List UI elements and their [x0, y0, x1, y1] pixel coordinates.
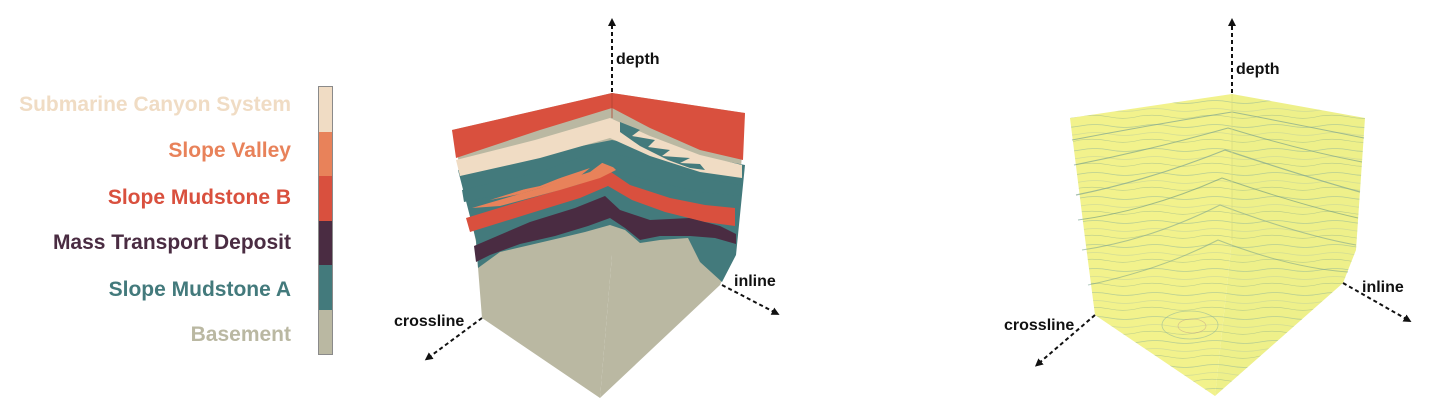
left-crossline-label: crossline	[394, 313, 464, 330]
seismic-swirl-inner	[1177, 318, 1207, 334]
layer-slope-valley	[472, 160, 616, 208]
right-crossline-label: crossline	[1004, 317, 1074, 334]
reflector-5	[1081, 204, 1357, 251]
right-crossline-arrow	[1034, 314, 1096, 367]
layer-slope-mudstone-b-lower	[466, 170, 735, 232]
legend-label-slope-mudstone-a: Slope Mudstone A	[108, 278, 291, 301]
legend-label-slope-mudstone-b: Slope Mudstone B	[107, 186, 291, 209]
left-inline-arrow	[721, 284, 780, 315]
reflector-3	[1075, 149, 1361, 196]
seismic-swirl	[1161, 310, 1219, 340]
right-cube-seismic-texture-left	[1070, 94, 1232, 396]
left-crossline-arrow	[424, 317, 483, 361]
reflector-6	[1087, 239, 1349, 286]
legend-label-basement: Basement	[190, 323, 291, 346]
colorbar-segment-slope-valley	[319, 131, 332, 176]
left-inline-label: inline	[734, 273, 776, 290]
right-cube-axes: depth inline crossline	[1004, 18, 1412, 367]
right-inline-arrow	[1342, 282, 1412, 322]
colorbar-segment-submarine-canyon-system	[319, 87, 332, 132]
left-depth-label: depth	[616, 51, 660, 68]
legend-label-slope-valley: Slope Valley	[168, 139, 291, 162]
colorbar-segment-basement	[319, 309, 332, 354]
layer-mass-transport-deposit	[474, 196, 736, 262]
legend-label-submarine-canyon-system: Submarine Canyon System	[19, 93, 291, 116]
reflector-2	[1073, 127, 1363, 166]
right-inline-label: inline	[1362, 279, 1404, 296]
colorbar-segment-slope-mudstone-b	[319, 176, 332, 221]
layer-submarine-canyon-system	[456, 118, 742, 178]
left-cube	[452, 93, 745, 398]
layer-slope-mudstone-a-upper	[462, 150, 740, 202]
layer-slope-mudstone-b-top	[452, 93, 745, 160]
right-cube-seismic-texture-right	[1215, 94, 1365, 396]
colorbar-segment-mass-transport-deposit	[319, 220, 332, 265]
right-depth-label: depth	[1236, 61, 1280, 78]
canyon-teeth	[620, 122, 705, 170]
colorbar-segment-slope-mudstone-a	[319, 265, 332, 310]
right-cube	[1070, 94, 1365, 396]
left-cube-axes: depth inline crossline	[394, 18, 780, 361]
legend-label-mass-transport-deposit: Mass Transport Deposit	[52, 231, 291, 254]
reflector-4	[1077, 177, 1359, 221]
legend-colorbar	[318, 86, 333, 355]
